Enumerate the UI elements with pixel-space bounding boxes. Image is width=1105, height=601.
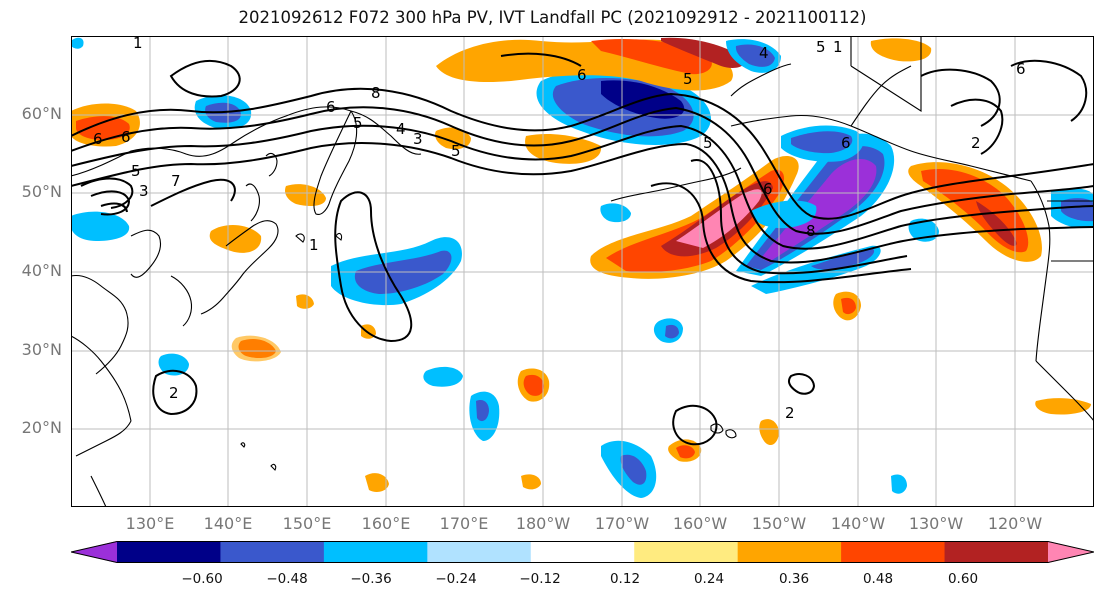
map-panel: 1 6 6 5 3 7 2 8 6 5 4 3 5 6 5 5 6 8 1 2 … <box>71 36 1094 507</box>
colorbar <box>71 541 1094 563</box>
colorbar-segment <box>530 541 635 563</box>
contour-label: 6 <box>1016 60 1026 78</box>
contour-label: 6 <box>326 98 336 116</box>
contour-label: 6 <box>763 180 773 198</box>
contour-label: 2 <box>785 404 795 422</box>
colorbar-segment <box>323 541 428 563</box>
contour-label: 5 <box>451 142 461 160</box>
colorbar-tick: −0.60 <box>181 571 223 587</box>
colorbar-segment <box>117 541 222 563</box>
contour-label: 8 <box>371 84 381 102</box>
lon-label-160e: 160°E <box>361 514 411 533</box>
contour-label: 1 <box>833 38 843 56</box>
contour-label: 6 <box>93 130 103 148</box>
colorbar-tick: 0.48 <box>862 571 894 587</box>
colorbar-tick: −0.36 <box>350 571 392 587</box>
lat-label-20n: 20°N <box>21 418 62 437</box>
lon-label-140w: 140°W <box>830 514 886 533</box>
contour-label: 1 <box>133 36 143 52</box>
lat-label-40n: 40°N <box>21 261 62 280</box>
contour-label: 6 <box>841 134 851 152</box>
colorbar-tick: −0.48 <box>266 571 308 587</box>
contour-label: 6 <box>121 128 131 146</box>
contour-label: 5 <box>703 134 713 152</box>
coastlines <box>71 36 1094 507</box>
colorbar-tick: 0.60 <box>947 571 979 587</box>
colorbar-extend-min <box>71 541 117 563</box>
contour-label: 7 <box>171 172 181 190</box>
colorbar-segment <box>841 541 946 563</box>
colorbar-segment <box>427 541 532 563</box>
colorbar-segments <box>71 541 1094 563</box>
lon-label-130e: 130°E <box>125 514 175 533</box>
lon-label-170w: 170°W <box>594 514 650 533</box>
contour-label: 6 <box>577 66 587 84</box>
contour-label: 5 <box>353 114 363 132</box>
colorbar-extend-max <box>1048 541 1094 563</box>
colorbar-tick: −0.12 <box>519 571 561 587</box>
lon-label-150w: 150°W <box>751 514 807 533</box>
lon-label-140e: 140°E <box>203 514 253 533</box>
colorbar-tick: 0.24 <box>693 571 725 587</box>
lon-label-130w: 130°W <box>908 514 964 533</box>
lat-label-50n: 50°N <box>21 182 62 201</box>
contour-label: 5 <box>816 38 826 56</box>
lon-label-150e: 150°E <box>282 514 332 533</box>
colorbar-tick: 0.12 <box>609 571 641 587</box>
lon-label-180w: 180°W <box>515 514 571 533</box>
colorbar-tick: 0.36 <box>778 571 810 587</box>
map-title: 2021092612 F072 300 hPa PV, IVT Landfall… <box>238 8 867 27</box>
colorbar-segment <box>944 541 1049 563</box>
contour-label: 4 <box>759 44 769 62</box>
contour-label: 2 <box>169 384 179 402</box>
contour-label: 3 <box>413 130 423 148</box>
colorbar-outline <box>71 541 1094 563</box>
contour-label: 8 <box>806 222 816 240</box>
colorbar-segment <box>737 541 842 563</box>
colorbar-tick: −0.24 <box>435 571 477 587</box>
pv-contours <box>71 52 1094 446</box>
contour-label: 1 <box>309 236 319 254</box>
contour-label: 2 <box>971 134 981 152</box>
lon-label-120w: 120°W <box>987 514 1043 533</box>
contour-label: 5 <box>131 162 141 180</box>
lon-label-170e: 170°E <box>439 514 489 533</box>
contour-label: 5 <box>683 70 693 88</box>
contour-label: 3 <box>139 182 149 200</box>
lon-label-160w: 160°W <box>672 514 728 533</box>
contour-label: 4 <box>396 120 406 138</box>
contour-label-group: 1 6 6 5 3 7 2 8 6 5 4 3 5 6 5 5 6 8 1 2 … <box>93 36 1026 422</box>
colorbar-segment <box>634 541 739 563</box>
lat-label-60n: 60°N <box>21 104 62 123</box>
colorbar-segment <box>220 541 325 563</box>
lat-label-30n: 30°N <box>21 340 62 359</box>
lat-lon-grid <box>71 36 1094 507</box>
